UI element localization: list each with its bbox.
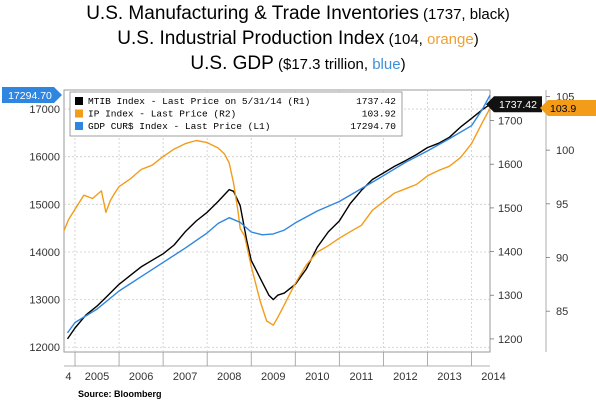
legend-value: 103.92 (362, 109, 397, 120)
last-value-tag-mtib-text: 1737.42 (499, 99, 537, 111)
left-axis-tick-label: 13000 (29, 295, 60, 307)
chart-titles: U.S. Manufacturing & Trade Inventories (… (0, 2, 596, 77)
title-inventories-color-word: black (469, 6, 505, 23)
right-axis-1-tick-label: 1700 (498, 116, 522, 128)
legend-label: GDP CUR$ Index - Last Price (L1) (88, 121, 270, 132)
x-axis-tick-label: 2010 (305, 371, 329, 383)
title-inventories-paren-close: ) (504, 6, 510, 23)
title-gdp-paren-close: ) (400, 56, 406, 73)
right-axis-2-tick-label: 90 (556, 253, 568, 265)
right-axis-1-tick-label: 1500 (498, 203, 522, 215)
title-line-gdp: U.S. GDP ($17.3 trillion, blue) (0, 52, 596, 77)
title-gdp-color-word: blue (372, 56, 401, 73)
legend-swatch (75, 109, 83, 118)
left-axis-tick-label: 14000 (29, 247, 60, 259)
x-axis-tick-label: 2014 (481, 371, 505, 383)
right-axis-1-tick-label: 1300 (498, 290, 522, 302)
left-axis-tick-label: 16000 (29, 152, 60, 164)
last-value-tag-mtib (486, 96, 542, 113)
left-axis-tick-label: 12000 (29, 342, 60, 354)
title-inventories-main: U.S. Manufacturing & Trade Inventories (86, 3, 419, 24)
last-value-tag-gdp-text: 17294.70 (8, 90, 52, 102)
title-gdp-main: U.S. GDP (190, 53, 274, 74)
series-line-mtib (66, 103, 491, 340)
x-axis-tick-label: 4 (65, 371, 71, 383)
legend-label: IP Index - Last Price (R2) (88, 109, 236, 120)
x-axis-tick-label: 2009 (261, 371, 285, 383)
right-axis-2-tick-label: 100 (556, 145, 574, 157)
title-ip-main: U.S. Industrial Production Index (117, 28, 385, 49)
title-inventories-paren-open: (1737, (418, 6, 470, 23)
right-axis-2-tick-label: 85 (556, 306, 568, 318)
title-ip-color-word: orange (427, 31, 474, 48)
legend-value: 1737.42 (356, 96, 396, 107)
x-axis-tick-label: 2013 (437, 371, 461, 383)
x-axis-tick-label: 2011 (350, 371, 374, 383)
title-line-industrial-production: U.S. Industrial Production Index (104, o… (0, 27, 596, 52)
legend-swatch (75, 97, 83, 105)
right-axis-1-tick-label: 1200 (498, 334, 522, 346)
right-axis-1-tick-label: 1600 (498, 159, 522, 171)
last-value-tag-gdp (2, 87, 62, 104)
right-axis-1-tick-label: 1400 (498, 247, 522, 259)
legend-label: MTIB Index - Last Price on 5/31/14 (R1) (88, 96, 310, 107)
title-ip-paren-open: (104, (384, 31, 427, 48)
x-axis-tick-label: 2005 (85, 371, 109, 383)
legend-box (69, 91, 403, 137)
source-note: Source: Bloomberg (78, 389, 162, 399)
last-value-tag-ip (540, 100, 596, 117)
legend-swatch (75, 122, 83, 130)
x-axis-tick-label: 2008 (217, 371, 241, 383)
x-axis-tick-label: 2007 (173, 371, 197, 383)
last-value-tag-ip-text: 103.9 (550, 103, 576, 115)
title-ip-paren-close: ) (473, 31, 479, 48)
right-axis-2-tick-label: 95 (556, 199, 568, 211)
legend-value: 17294.70 (350, 121, 396, 132)
x-axis-tick-label: 2006 (129, 371, 153, 383)
left-axis-tick-label: 15000 (29, 199, 60, 211)
x-axis-tick-label: 2012 (393, 371, 417, 383)
title-line-inventories: U.S. Manufacturing & Trade Inventories (… (0, 2, 596, 27)
title-gdp-paren-open: ($17.3 trillion, (273, 56, 373, 73)
series-line-gdp (66, 94, 491, 334)
left-axis-tick-label: 17000 (29, 104, 60, 116)
series-line-ip (63, 107, 491, 326)
